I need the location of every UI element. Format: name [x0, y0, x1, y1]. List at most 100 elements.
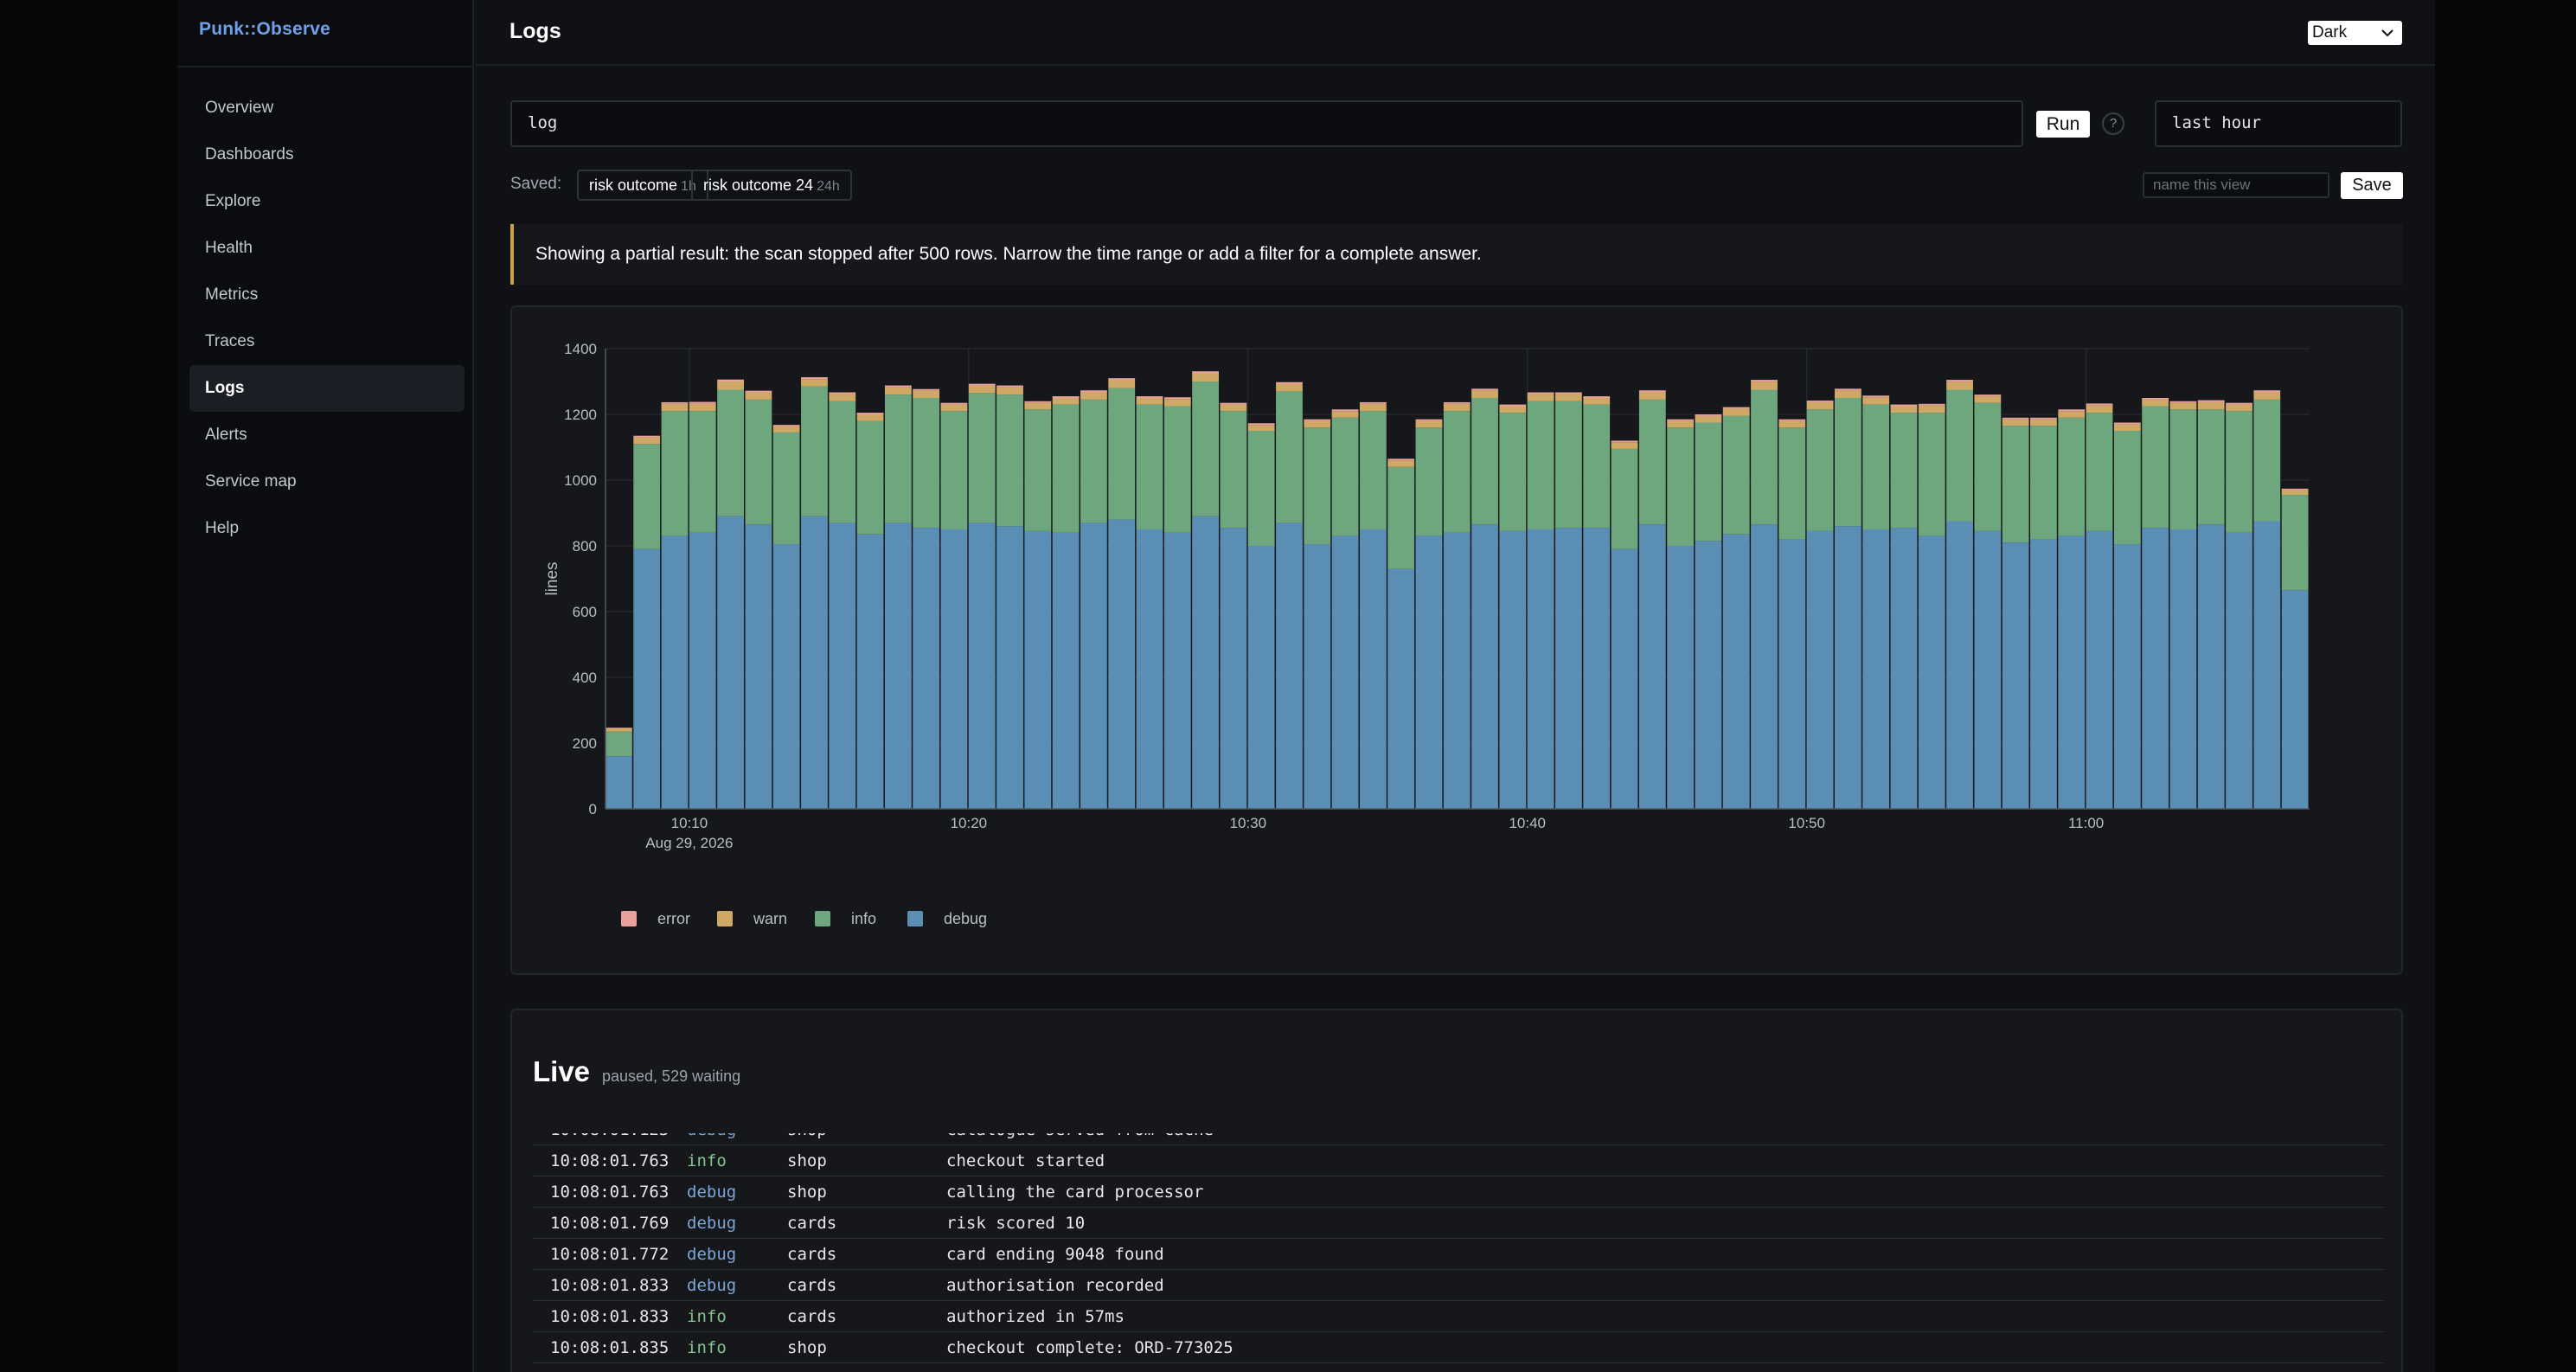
bar-warn[interactable]	[2113, 424, 2141, 431]
bar-warn[interactable]	[1331, 411, 1359, 418]
bar-error[interactable]	[1499, 404, 1527, 407]
bar-error[interactable]	[1918, 403, 1945, 406]
bar-info[interactable]	[1024, 409, 1052, 531]
bar-error[interactable]	[2113, 422, 2141, 425]
bar-debug[interactable]	[2142, 528, 2169, 809]
bar-error[interactable]	[1192, 371, 1219, 374]
bar-error[interactable]	[1471, 388, 1498, 391]
bar-debug[interactable]	[968, 523, 996, 809]
bar-warn[interactable]	[801, 379, 828, 387]
bar-warn[interactable]	[884, 387, 912, 395]
bar-debug[interactable]	[996, 526, 1023, 809]
bar-info[interactable]	[2086, 413, 2113, 531]
bar-warn[interactable]	[633, 437, 661, 445]
bar-info[interactable]	[661, 411, 689, 536]
bar-debug[interactable]	[2086, 530, 2113, 809]
bar-warn[interactable]	[1778, 420, 1806, 428]
bar-warn[interactable]	[745, 392, 772, 400]
bar-debug[interactable]	[661, 535, 689, 809]
bar-warn[interactable]	[1946, 381, 1973, 390]
bar-error[interactable]	[633, 435, 661, 438]
bar-info[interactable]	[940, 411, 968, 529]
bar-debug[interactable]	[1359, 529, 1387, 809]
bar-error[interactable]	[1778, 419, 1806, 421]
bar-warn[interactable]	[1890, 406, 1918, 414]
bar-info[interactable]	[1415, 427, 1443, 536]
log-row[interactable]: 10:08:01.833 info cards authorized in 57ms	[533, 1301, 2384, 1332]
bar-info[interactable]	[1471, 398, 1498, 525]
legend-label-error[interactable]: error	[657, 910, 690, 927]
sidebar-item-dashboards[interactable]: Dashboards	[205, 145, 294, 163]
bar-debug[interactable]	[1247, 546, 1275, 809]
bar-info[interactable]	[2030, 426, 2057, 540]
bar-error[interactable]	[1136, 396, 1163, 398]
bar-error[interactable]	[1890, 404, 1918, 407]
bar-debug[interactable]	[940, 529, 968, 809]
bar-info[interactable]	[633, 444, 661, 549]
bar-info[interactable]	[829, 401, 856, 523]
bar-error[interactable]	[1974, 394, 2002, 397]
bar-warn[interactable]	[2197, 401, 2225, 410]
bar-warn[interactable]	[661, 403, 689, 412]
bar-info[interactable]	[1751, 389, 1778, 525]
bar-error[interactable]	[2197, 400, 2225, 402]
bar-info[interactable]	[1806, 409, 1834, 531]
bar-error[interactable]	[1247, 423, 1275, 426]
bar-debug[interactable]	[913, 528, 940, 809]
bar-debug[interactable]	[1163, 532, 1191, 809]
bar-warn[interactable]	[1136, 398, 1163, 405]
bar-error[interactable]	[2030, 417, 2057, 420]
bar-info[interactable]	[1387, 466, 1415, 569]
bar-warn[interactable]	[2281, 490, 2309, 496]
bar-warn[interactable]	[1471, 390, 1498, 398]
query-input[interactable]: log	[510, 100, 2023, 147]
bar-error[interactable]	[717, 379, 744, 381]
bar-warn[interactable]	[1080, 392, 1107, 400]
bar-error[interactable]	[1080, 390, 1107, 393]
sidebar-item-logs[interactable]: Logs	[189, 365, 465, 412]
bar-info[interactable]	[801, 386, 828, 516]
sidebar-item-explore[interactable]: Explore	[205, 192, 261, 210]
bar-warn[interactable]	[1359, 403, 1387, 412]
bar-warn[interactable]	[1192, 373, 1219, 382]
bar-warn[interactable]	[940, 404, 968, 412]
bar-error[interactable]	[1052, 396, 1080, 398]
bar-info[interactable]	[1583, 404, 1611, 529]
bar-debug[interactable]	[1108, 519, 1136, 809]
bar-warn[interactable]	[1667, 420, 1695, 428]
bar-error[interactable]	[1695, 414, 1722, 416]
bar-debug[interactable]	[1331, 535, 1359, 809]
bar-error[interactable]	[1667, 419, 1695, 421]
legend-label-warn[interactable]: warn	[753, 910, 787, 927]
bar-info[interactable]	[1834, 398, 1862, 527]
bar-info[interactable]	[1722, 415, 1750, 535]
bar-info[interactable]	[1918, 413, 1945, 536]
sidebar-item-alerts[interactable]: Alerts	[205, 426, 247, 444]
bar-warn[interactable]	[1751, 381, 1778, 390]
bar-debug[interactable]	[1080, 523, 1107, 809]
bar-info[interactable]	[2197, 409, 2225, 525]
bar-info[interactable]	[689, 411, 716, 533]
bar-debug[interactable]	[2030, 539, 2057, 809]
bar-info[interactable]	[1276, 391, 1303, 523]
bar-warn[interactable]	[1806, 401, 1834, 410]
bar-debug[interactable]	[856, 534, 884, 809]
bar-debug[interactable]	[1611, 548, 1638, 809]
log-row[interactable]: 10:08:01.772 debug cards card ending 9048 f…	[533, 1239, 2384, 1270]
bar-error[interactable]	[2002, 417, 2029, 420]
bar-info[interactable]	[717, 389, 744, 516]
bar-error[interactable]	[772, 425, 800, 427]
bar-debug[interactable]	[1946, 521, 1973, 810]
legend-swatch-debug[interactable]	[907, 911, 923, 926]
bar-error[interactable]	[1638, 390, 1666, 393]
bar-error[interactable]	[1163, 397, 1191, 400]
bar-error[interactable]	[884, 385, 912, 388]
sidebar-item-overview[interactable]: Overview	[205, 99, 274, 117]
bar-error[interactable]	[1220, 402, 1247, 405]
bar-debug[interactable]	[1974, 530, 2002, 809]
bar-debug[interactable]	[1890, 528, 1918, 809]
log-row[interactable]: 10:08:01.835 info shop checkout complete: O…	[533, 1332, 2384, 1363]
bar-debug[interactable]	[2002, 542, 2029, 809]
sidebar-item-metrics[interactable]: Metrics	[205, 285, 259, 304]
legend-label-info[interactable]: info	[851, 910, 876, 927]
